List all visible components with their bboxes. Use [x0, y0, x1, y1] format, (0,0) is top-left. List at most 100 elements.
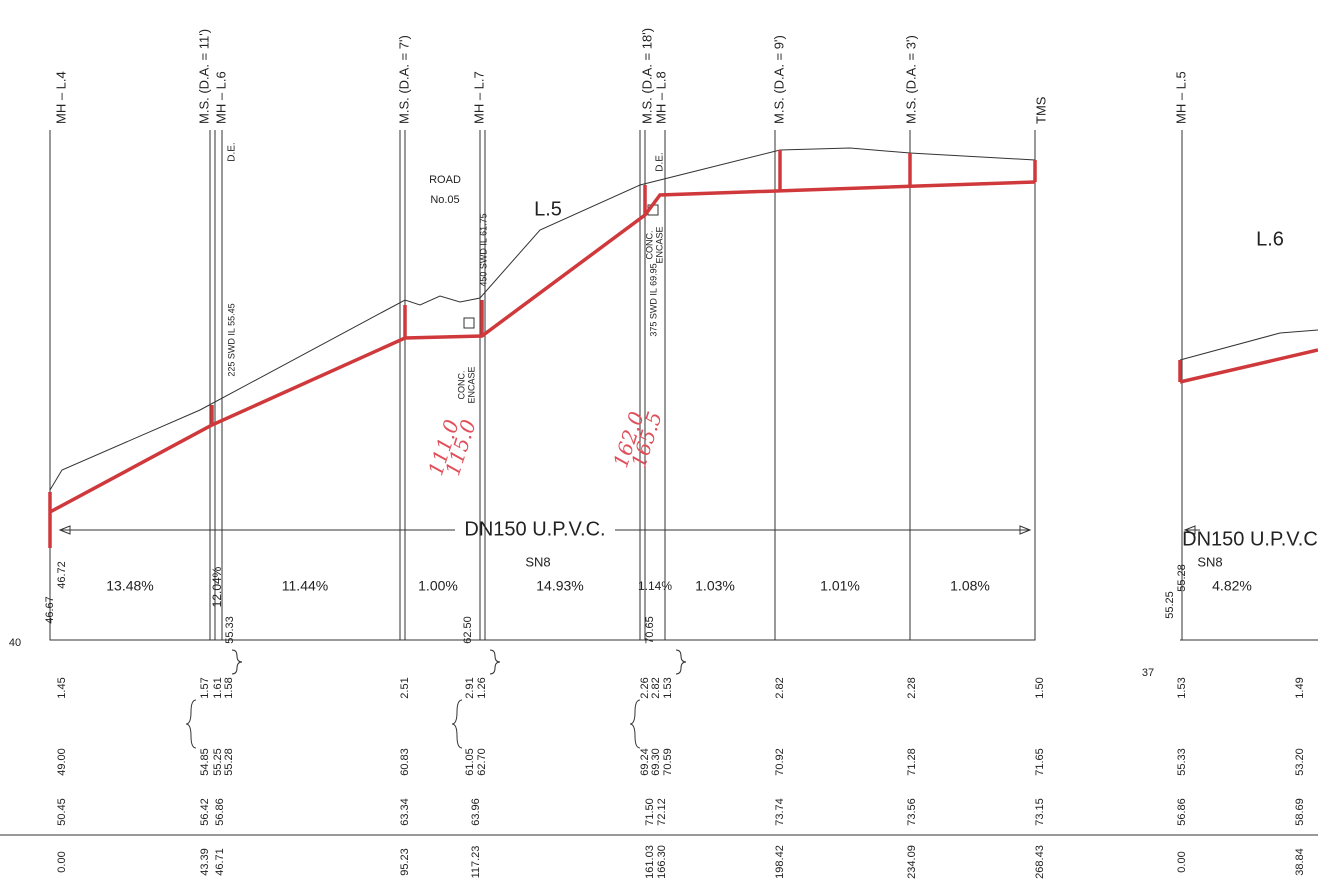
table-cell: 161.03: [644, 845, 656, 879]
table-cell: 95.23: [399, 848, 411, 876]
level-label: 46.67: [44, 596, 56, 624]
table-cell: 61.05: [464, 748, 476, 776]
table-cell: 46.71: [214, 848, 226, 876]
table-cell: 117.23: [470, 846, 482, 879]
slope-label: 13.48%: [106, 578, 153, 594]
table-cell: 0.00: [1176, 851, 1188, 872]
table-cell: 1.61: [212, 677, 224, 698]
table-cell: 73.56: [906, 798, 918, 826]
table-cell: 72.12: [656, 798, 668, 826]
table-cell: 1.50: [1034, 677, 1046, 698]
table-cell: 268.43: [1034, 845, 1046, 879]
slope-label: 11.44%: [282, 578, 328, 594]
note: ROAD: [429, 174, 461, 186]
note: DN150 U.P.V.C: [1182, 528, 1318, 550]
table-cell: 63.34: [399, 798, 411, 826]
level-label: 62.50: [462, 616, 474, 644]
note: SN8: [1197, 554, 1222, 569]
table-cell: 2.26: [639, 677, 651, 698]
table-cell: 50.45: [56, 798, 68, 826]
slope-label: 1.14%: [638, 579, 672, 593]
level-label: 46.72: [56, 561, 68, 589]
note: CONC.: [456, 371, 466, 400]
table-cell: 2.82: [774, 677, 786, 698]
slope-label: 1.08%: [950, 578, 990, 594]
station-label: M.S. (D.A. = 11'): [196, 29, 211, 124]
level-label: 70.65: [644, 616, 656, 644]
table-cell: 73.15: [1034, 798, 1046, 826]
slope-label: 1.03%: [695, 578, 735, 594]
note: 375 SWD IL 69.95: [648, 263, 658, 336]
table-cell: 55.25: [212, 748, 224, 776]
table-cell: 62.70: [476, 748, 488, 776]
station-label: MH – L.5: [1173, 71, 1188, 124]
table-cell: 71.65: [1034, 748, 1046, 776]
table-cell: 234.09: [906, 845, 918, 879]
note: CONC.: [644, 231, 654, 260]
note: L.6: [1256, 228, 1284, 250]
note: DN150 U.P.V.C.: [464, 518, 605, 540]
table-cell: 1.53: [662, 677, 674, 698]
level-label: 37: [1142, 667, 1154, 679]
table-cell: 55.28: [223, 748, 235, 776]
table-cell: 1.49: [1294, 677, 1306, 698]
note: D.E.: [227, 142, 238, 161]
table-cell: 1.58: [223, 677, 235, 698]
station-label: MH – L.7: [471, 71, 486, 124]
station-label: M.S. (D.A. = 18'): [639, 28, 654, 124]
station-label: M.S. (D.A. = 7'): [396, 35, 411, 124]
note: ENCASE: [466, 366, 476, 403]
level-label: 55.33: [224, 616, 236, 644]
level-label: 40: [9, 637, 21, 649]
table-cell: 69.24: [639, 748, 651, 776]
table-cell: 69.30: [650, 748, 662, 776]
level-label: 55.28: [1176, 564, 1188, 592]
table-cell: 60.83: [399, 748, 411, 776]
table-cell: 38.84: [1294, 848, 1306, 876]
station-label: MH – L.6: [213, 71, 228, 124]
table-cell: 166.30: [656, 845, 668, 879]
table-cell: 0.00: [56, 851, 68, 872]
station-label: M.S. (D.A. = 9'): [771, 35, 786, 124]
table-cell: 49.00: [56, 748, 68, 776]
slope-label: 14.93%: [536, 578, 583, 594]
table-cell: 2.82: [650, 677, 662, 698]
note: ENCASE: [654, 226, 664, 263]
note: SN8: [525, 554, 550, 569]
note: D.E.: [655, 152, 666, 171]
table-cell: 71.28: [906, 748, 918, 776]
note: No.05: [430, 194, 459, 206]
station-label: MH – L.8: [653, 71, 668, 124]
note: 225 SWD IL 55.45: [226, 303, 236, 376]
table-cell: 56.86: [214, 798, 226, 826]
table-cell: 56.86: [1176, 798, 1188, 826]
table-cell: 2.51: [399, 677, 411, 698]
note: 450 SWD IL 61.75: [478, 213, 488, 286]
table-cell: 58.69: [1294, 798, 1306, 826]
table-cell: 56.42: [199, 798, 211, 826]
level-label: 55.25: [1164, 591, 1176, 619]
frame: [0, 130, 1318, 836]
table-cell: 70.59: [662, 748, 674, 776]
table-cell: 1.45: [56, 677, 68, 698]
station-label: MH – L.4: [53, 71, 68, 124]
slope-label: 1.01%: [820, 578, 860, 594]
table-cell: 71.50: [644, 798, 656, 826]
station-label: TMS: [1033, 96, 1048, 124]
table-cell: 1.53: [1176, 677, 1188, 698]
table-cell: 1.57: [199, 677, 211, 698]
table-cell: 73.74: [774, 798, 786, 826]
slope-label: 4.82%: [1212, 578, 1252, 594]
table-cell: 55.33: [1176, 748, 1188, 776]
table-cell: 53.20: [1294, 748, 1306, 776]
note: L.5: [534, 198, 562, 220]
table-cell: 1.26: [476, 677, 488, 698]
slope-label: 1.00%: [418, 578, 458, 594]
table-cell: 70.92: [774, 748, 786, 776]
slope-label: 12.04%: [210, 566, 224, 607]
table-cell: 43.39: [199, 848, 211, 876]
table-cell: 198.42: [774, 845, 786, 879]
table-cell: 54.85: [199, 748, 211, 776]
station-label: M.S. (D.A. = 3'): [903, 35, 918, 124]
table-cell: 2.28: [906, 677, 918, 698]
